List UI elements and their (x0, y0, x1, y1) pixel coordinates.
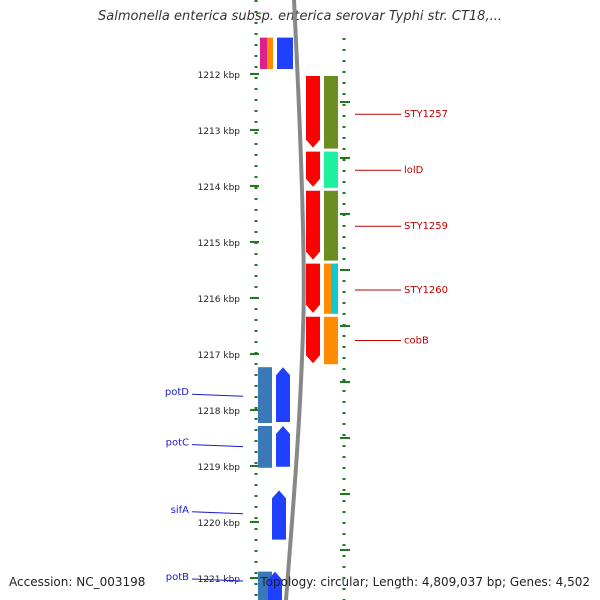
tick-label: 1220 kbp (198, 519, 241, 529)
tick-label: 1212 kbp (198, 71, 241, 81)
gene-label-potC: potC (166, 438, 189, 449)
tick-label: 1219 kbp (198, 463, 241, 473)
tick-label: 1217 kbp (198, 351, 241, 361)
gene-arrow-STY1257 (306, 76, 320, 148)
gene-block (267, 37, 273, 69)
gene-arrow-STY1259 (306, 190, 320, 260)
label-leader (191, 578, 244, 582)
gene-label-STY1257: STY1257 (404, 109, 448, 120)
gene-block (277, 37, 293, 69)
label-leader (191, 511, 244, 515)
gene-arrow-lolD (306, 151, 320, 187)
cds-bar (324, 190, 338, 261)
cds-bar (331, 263, 338, 314)
cds-bar (324, 151, 338, 188)
gene-label-STY1260: STY1260 (404, 285, 448, 296)
gene-label-STY1259: STY1259 (404, 221, 448, 232)
cds-bar (324, 316, 338, 365)
gene-arrow-sifA (272, 490, 286, 540)
gene-label-potD: potD (165, 387, 189, 398)
map-title: Salmonella enterica subsp. enterica sero… (98, 9, 502, 24)
gene-label-potB: potB (166, 572, 189, 583)
gene-block (260, 37, 267, 69)
gene-label-sifA: sifA (171, 505, 190, 516)
gene-arrow-potB (268, 571, 282, 600)
gene-label-lolD: lolD (404, 165, 424, 176)
gene-arrow-cobB (306, 316, 320, 364)
tick-label: 1215 kbp (198, 239, 241, 249)
cds-bar (258, 426, 272, 468)
cds-bar (258, 367, 272, 423)
backbone-line (284, 0, 306, 600)
cds-bar (324, 263, 331, 314)
tick-label: 1218 kbp (198, 407, 241, 417)
label-leader (191, 393, 244, 397)
topology-text: Topology: circular; Length: 4,809,037 bp… (260, 575, 590, 589)
tick-label: 1214 kbp (198, 183, 241, 193)
gene-arrow-potD (276, 367, 290, 422)
gene-arrow-potC (276, 426, 290, 467)
tick-label: 1216 kbp (198, 295, 241, 305)
tick-label: 1213 kbp (198, 127, 241, 137)
gene-label-cobB: cobB (404, 335, 429, 346)
label-leader (191, 444, 244, 448)
cds-bar (324, 76, 338, 149)
accession-text: Accession: NC_003198 (9, 575, 146, 589)
gene-arrow-STY1260 (306, 263, 320, 313)
